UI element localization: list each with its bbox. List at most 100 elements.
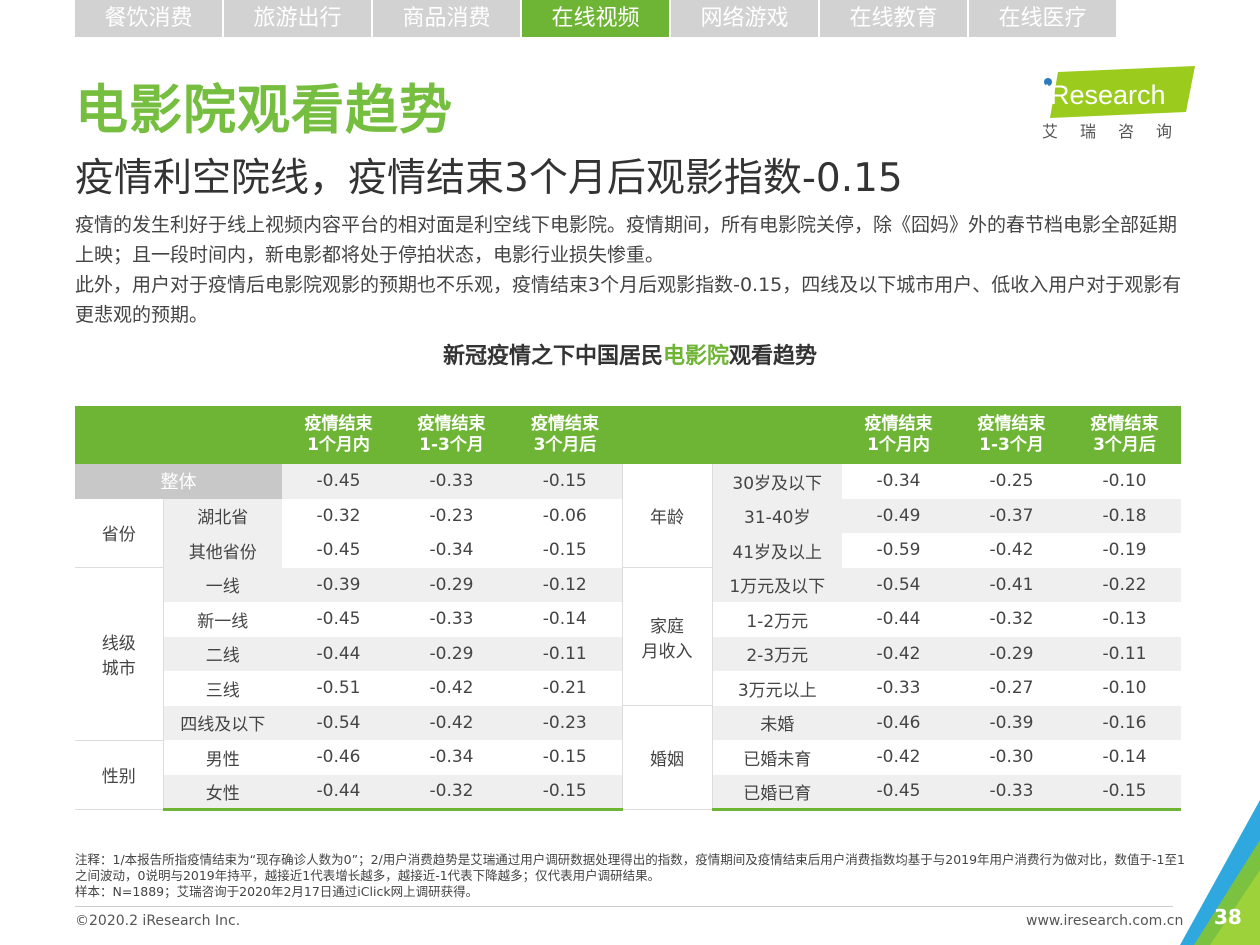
value-cell: -0.39 (955, 705, 1068, 740)
header-left-3m: 疫情结束 3个月后 (508, 406, 622, 464)
value-cell: -0.54 (282, 705, 395, 740)
copyright: ©2020.2 iResearch Inc. (75, 913, 241, 929)
value-cell: -0.45 (842, 774, 955, 811)
row-label: 31-40岁 (712, 498, 842, 533)
value-cell: -0.45 (282, 464, 395, 499)
value-cell: -0.33 (429, 609, 474, 630)
table-title-highlight: 电影院 (662, 344, 729, 369)
cinema-trend-table: 疫情结束 1个月内 疫情结束 1-3个月 疫情结束 3个月后 疫情结束 1个月内 疫情结… (75, 406, 1181, 811)
value-cell: -0.18 (1068, 498, 1181, 533)
header-right-1-3m: 疫情结束 1-3个月 (955, 406, 1068, 464)
website-link[interactable]: www.iresearch.com.cn (1026, 913, 1184, 929)
table-row: 其他省份 -0.45 -0.34 -0.15 41岁及以上 -0.59 -0.4… (75, 533, 1181, 568)
value-cell: -0.51 (316, 678, 361, 699)
corner-decoration (1180, 800, 1260, 945)
value-cell: -0.21 (542, 678, 587, 699)
header-blank-left (75, 406, 282, 464)
table-row: 四线及以下 -0.54 -0.42 -0.23 婚姻 未婚 -0.46 -0.3… (75, 705, 1181, 810)
tab-online-medical[interactable]: 在线医疗 (969, 0, 1116, 37)
header-left-1-3m: 疫情结束 1-3个月 (395, 406, 508, 464)
value-cell: -0.46 (842, 705, 955, 740)
header-blank-right (622, 406, 842, 464)
value-cell: -0.32 (316, 505, 361, 526)
footnotes: 注释：1/本报告所指疫情结束为“现存确诊人数为0”；2/用户消费趋势是艾瑞通过用… (75, 852, 1185, 900)
value-cell: -0.34 (429, 540, 474, 561)
row-label: 二线 (163, 636, 282, 671)
table-row: 女性 -0.44 -0.32 -0.15 已婚已育 -0.45 -0.33 -0… (75, 774, 1181, 811)
tab-travel[interactable]: 旅游出行 (224, 0, 373, 37)
value-cell: -0.54 (842, 567, 955, 602)
group-label-age: 年龄 (621, 464, 713, 568)
group-label-income: 家庭 月收入 (621, 567, 713, 706)
tab-online-video[interactable]: 在线视频 (522, 0, 671, 37)
row-label: 2-3万元 (712, 636, 842, 671)
value-cell: -0.59 (876, 540, 921, 561)
group-label-gender: 性别 (75, 740, 164, 810)
value-cell: -0.15 (508, 774, 622, 811)
page-title: 电影院观看趋势 (75, 80, 453, 141)
value-cell: -0.22 (1068, 567, 1181, 602)
page-subtitle: 疫情利空院线，疫情结束3个月后观影指数-0.15 (75, 156, 903, 201)
intro-paragraph-1: 疫情的发生利好于线上视频内容平台的相对面是利空线下电影院。疫情期间，所有电影院关… (75, 214, 1178, 266)
row-label: 未婚 (712, 705, 842, 740)
value-cell: -0.32 (395, 774, 508, 811)
table-title-post: 观看趋势 (729, 344, 818, 369)
value-cell: -0.44 (876, 609, 921, 630)
value-cell: -0.15 (1068, 774, 1181, 811)
tab-online-education[interactable]: 在线教育 (820, 0, 969, 37)
row-label: 41岁及以上 (712, 533, 842, 568)
value-cell: -0.44 (282, 636, 395, 671)
row-label: 男性 (205, 749, 240, 770)
row-label: 其他省份 (163, 533, 282, 568)
row-label-overall: 整体 (75, 464, 282, 499)
footer-divider (75, 906, 1173, 907)
note-text: 注释：1/本报告所指疫情结束为“现存确诊人数为0”；2/用户消费趋势是艾瑞通过用… (75, 852, 1185, 883)
row-label: 一线 (163, 567, 282, 602)
value-cell: -0.42 (429, 678, 474, 699)
value-cell: -0.41 (955, 567, 1068, 602)
value-cell: -0.27 (989, 678, 1034, 699)
table-row: 二线 -0.44 -0.29 -0.11 2-3万元 -0.42 -0.29 -… (75, 636, 1181, 671)
value-cell: -0.10 (1102, 678, 1147, 699)
value-cell: -0.39 (282, 567, 395, 602)
value-cell: -0.10 (1102, 471, 1147, 492)
tab-goods[interactable]: 商品消费 (373, 0, 522, 37)
value-cell: -0.32 (989, 609, 1034, 630)
value-cell: -0.46 (316, 747, 361, 768)
value-cell: -0.06 (542, 505, 587, 526)
table-header-row: 疫情结束 1个月内 疫情结束 1-3个月 疫情结束 3个月后 疫情结束 1个月内 疫情结… (75, 406, 1181, 464)
row-label: 新一线 (197, 611, 249, 632)
header-right-1m: 疫情结束 1个月内 (842, 406, 955, 464)
value-cell: -0.16 (1068, 705, 1181, 740)
table-row: 新一线 -0.45 -0.33 -0.14 1-2万元 -0.44 -0.32 … (75, 602, 1181, 637)
iresearch-logo: iResearch (1044, 66, 1195, 118)
value-cell: -0.11 (1068, 636, 1181, 671)
value-cell: -0.23 (508, 705, 622, 740)
group-label-city-tier: 线级 城市 (75, 567, 164, 741)
value-cell: -0.37 (955, 498, 1068, 533)
row-label: 3万元以上 (737, 680, 817, 701)
value-cell: -0.34 (876, 471, 921, 492)
value-cell: -0.30 (989, 747, 1034, 768)
value-cell: -0.15 (508, 464, 622, 499)
page-number: 38 (1214, 905, 1242, 929)
table-title: 新冠疫情之下中国居民电影院观看趋势 (0, 338, 1260, 370)
tab-online-game[interactable]: 网络游戏 (671, 0, 820, 37)
row-label: 1-2万元 (746, 611, 809, 632)
value-cell: -0.19 (1102, 540, 1147, 561)
value-cell: -0.42 (876, 747, 921, 768)
value-cell: -0.15 (542, 540, 587, 561)
value-cell: -0.15 (542, 747, 587, 768)
value-cell: -0.11 (508, 636, 622, 671)
table-row: 三线 -0.51 -0.42 -0.21 3万元以上 -0.33 -0.27 -… (75, 671, 1181, 706)
group-label-province: 省份 (75, 498, 164, 568)
tab-catering[interactable]: 餐饮消费 (75, 0, 224, 37)
value-cell: -0.29 (395, 636, 508, 671)
row-label: 已婚未育 (743, 749, 812, 770)
value-cell: -0.49 (842, 498, 955, 533)
value-cell: -0.29 (955, 636, 1068, 671)
value-cell: -0.45 (316, 609, 361, 630)
table-row: 性别 男性 -0.46 -0.34 -0.15 已婚未育 -0.42 -0.30… (75, 740, 1181, 810)
value-cell: -0.33 (955, 774, 1068, 811)
value-cell: -0.14 (1102, 747, 1147, 768)
